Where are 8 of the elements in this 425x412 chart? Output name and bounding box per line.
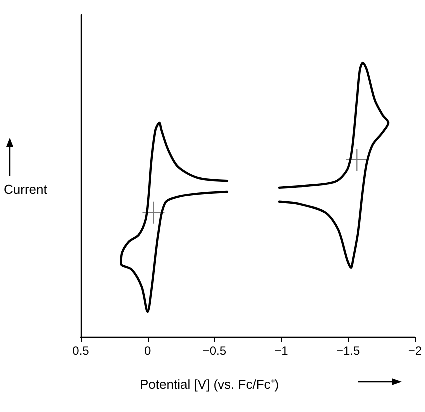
x-tick-label: 0 xyxy=(144,344,152,358)
y-axis-title: Current xyxy=(4,182,48,197)
x-tick-label: −2 xyxy=(408,344,422,358)
x-tick-label: 0.5 xyxy=(72,344,90,358)
x-axis-title: Potential [V] (vs. Fc/Fc⁺) xyxy=(140,376,280,393)
x-tick-label: −1 xyxy=(274,344,289,358)
x-tick-label: −1.5 xyxy=(336,344,360,358)
x-tick-label: −0.5 xyxy=(202,344,227,358)
